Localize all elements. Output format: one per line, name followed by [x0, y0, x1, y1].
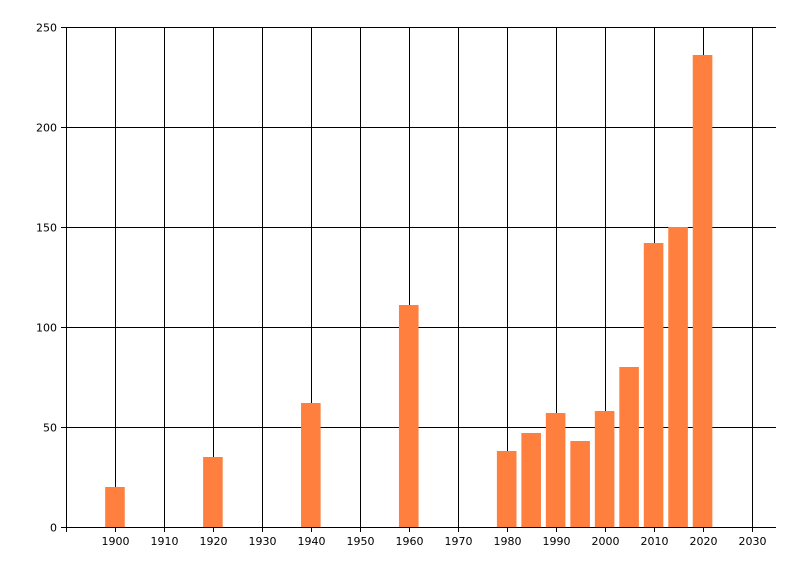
- y-tick-label: 100: [36, 322, 57, 335]
- tick-labels: 1900 1910 1920 1930 1940 1950 1960 1970 1980 1990…: [36, 22, 767, 549]
- bar-2015: [668, 227, 688, 527]
- y-tick-label: 0: [50, 522, 57, 535]
- x-tick-label: 2010: [641, 535, 669, 548]
- x-tick-label: 1950: [347, 535, 375, 548]
- x-tick-label: 2030: [739, 535, 767, 548]
- bar-2020: [692, 55, 713, 527]
- bar-2010: [643, 243, 664, 527]
- y-tick-label: 200: [36, 122, 57, 135]
- y-tick-label: 150: [36, 222, 57, 235]
- x-tick-label: 1970: [445, 535, 473, 548]
- bar-1920: [203, 457, 223, 527]
- bars: [105, 55, 713, 527]
- x-tick-label: 1920: [200, 535, 228, 548]
- x-tick-label: 1980: [494, 535, 522, 548]
- x-tick-label: 2000: [592, 535, 620, 548]
- y-tick-label: 50: [43, 422, 57, 435]
- axes: [61, 27, 776, 532]
- x-tick-label: 1990: [543, 535, 571, 548]
- x-tick-label: 1940: [298, 535, 326, 548]
- bar-1985: [521, 433, 541, 527]
- x-tick-label: 1910: [151, 535, 179, 548]
- x-tick-label: 1930: [249, 535, 277, 548]
- bar-1960: [398, 305, 419, 527]
- x-tick-label: 1960: [396, 535, 424, 548]
- bar-1940: [301, 403, 321, 527]
- bar-1980: [496, 451, 517, 527]
- x-tick-label: 2020: [690, 535, 718, 548]
- bar-2005: [619, 367, 639, 527]
- bar-2000: [594, 411, 615, 527]
- y-tick-label: 250: [36, 22, 57, 35]
- bar-1900: [105, 487, 125, 527]
- bar-1995: [570, 441, 590, 527]
- x-tick-label: 1900: [102, 535, 130, 548]
- bar-1990: [545, 413, 566, 527]
